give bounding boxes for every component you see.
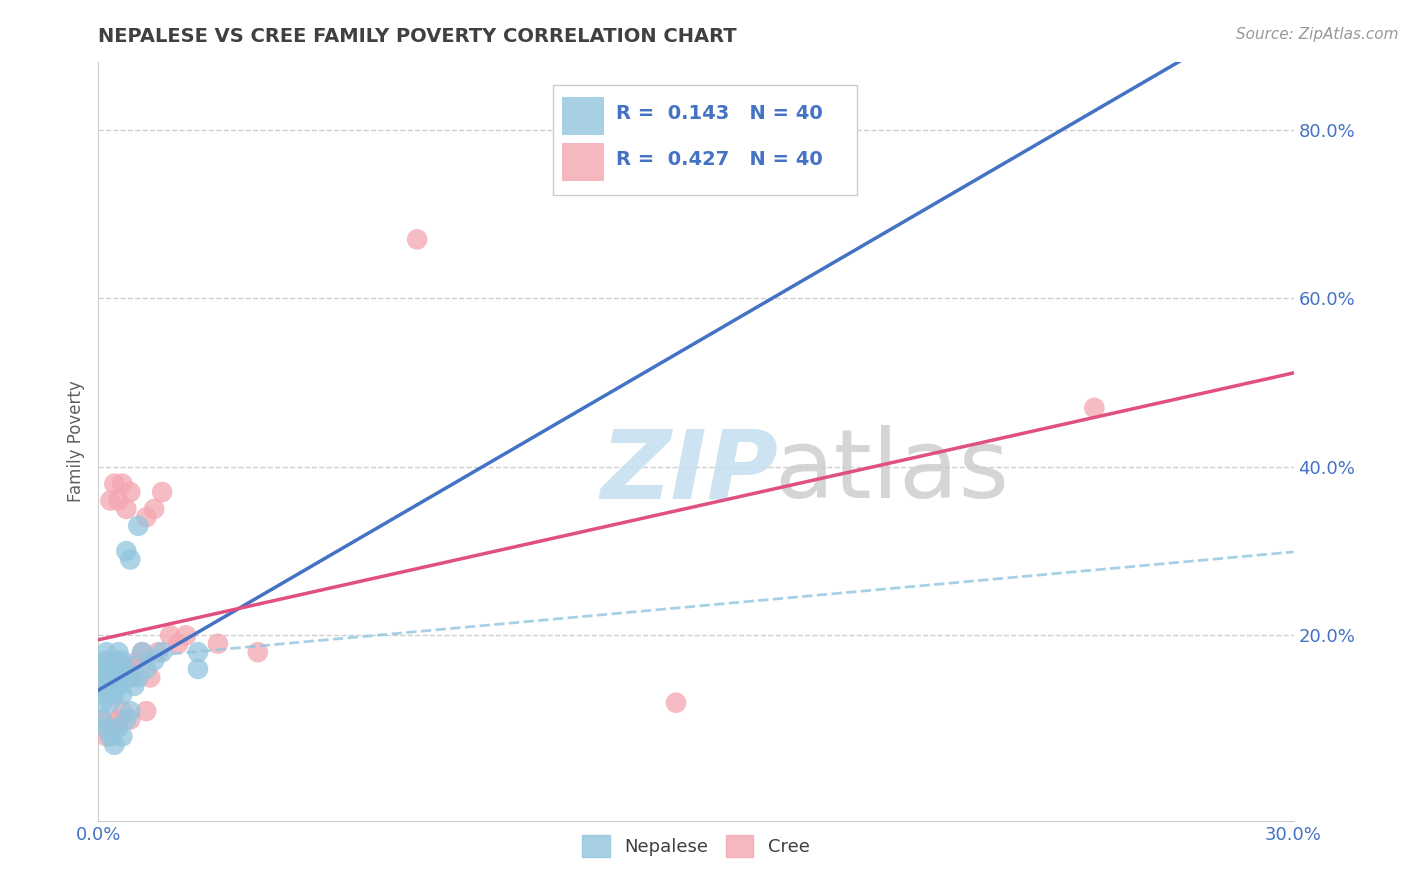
Point [96, 730, 118, 744]
Point [124, 679, 146, 693]
Point [91, 713, 114, 727]
Point [1083, 401, 1105, 415]
Point [120, 670, 142, 684]
Point [91, 679, 114, 693]
Text: atlas: atlas [773, 425, 1008, 518]
Point [107, 679, 129, 693]
Point [91, 679, 114, 693]
Point [135, 662, 157, 676]
Point [91, 662, 114, 676]
Point [111, 730, 134, 744]
Point [115, 713, 138, 727]
Point [120, 670, 142, 684]
Point [127, 654, 149, 668]
Point [103, 476, 125, 491]
Point [124, 662, 146, 676]
Bar [562, 143, 605, 181]
Point [103, 738, 125, 752]
Point [115, 544, 138, 558]
Point [174, 628, 197, 642]
Point [98, 679, 122, 693]
Point [131, 645, 153, 659]
Point [96, 654, 118, 668]
Point [120, 704, 142, 718]
Legend: Nepalese, Cree: Nepalese, Cree [575, 828, 817, 864]
Point [103, 670, 125, 684]
Point [120, 713, 142, 727]
Point [111, 670, 134, 684]
Point [96, 645, 118, 659]
Point [143, 654, 166, 668]
Point [127, 518, 149, 533]
Point [91, 670, 114, 684]
Point [107, 645, 129, 659]
Point [98, 721, 122, 735]
Point [159, 628, 181, 642]
Text: Source: ZipAtlas.com: Source: ZipAtlas.com [1236, 27, 1399, 42]
Point [127, 670, 149, 684]
Point [187, 645, 209, 659]
Point [103, 687, 125, 701]
Point [107, 654, 129, 668]
Point [103, 654, 125, 668]
Y-axis label: Family Poverty: Family Poverty [66, 381, 84, 502]
Point [107, 721, 129, 735]
Text: R =  0.143   N = 40: R = 0.143 N = 40 [616, 104, 823, 123]
Point [91, 696, 114, 710]
Point [107, 662, 129, 676]
Point [96, 721, 118, 735]
Text: ZIP: ZIP [600, 425, 779, 518]
Point [131, 645, 153, 659]
Point [111, 670, 134, 684]
Point [135, 704, 157, 718]
Point [143, 502, 166, 516]
Point [150, 645, 173, 659]
Point [98, 730, 122, 744]
Point [406, 232, 429, 246]
Point [96, 687, 118, 701]
Point [91, 713, 114, 727]
Point [103, 670, 125, 684]
Point [148, 645, 170, 659]
Point [115, 662, 138, 676]
Point [107, 493, 129, 508]
Bar [562, 97, 605, 136]
Point [115, 502, 138, 516]
Point [96, 654, 118, 668]
Text: R =  0.427   N = 40: R = 0.427 N = 40 [616, 150, 823, 169]
Point [98, 662, 122, 676]
Point [167, 637, 190, 651]
Point [139, 670, 162, 684]
Point [111, 654, 134, 668]
Point [665, 696, 688, 710]
Point [150, 485, 173, 500]
Point [207, 637, 229, 651]
Point [111, 476, 134, 491]
Point [115, 662, 138, 676]
Point [120, 485, 142, 500]
Point [187, 662, 209, 676]
Point [98, 493, 122, 508]
Point [98, 662, 122, 676]
Point [111, 704, 134, 718]
Point [246, 645, 269, 659]
Text: NEPALESE VS CREE FAMILY POVERTY CORRELATION CHART: NEPALESE VS CREE FAMILY POVERTY CORRELAT… [98, 27, 737, 45]
FancyBboxPatch shape [553, 85, 858, 195]
Point [98, 696, 122, 710]
Point [111, 687, 134, 701]
Point [135, 510, 157, 524]
Point [96, 670, 118, 684]
Point [103, 721, 125, 735]
Point [96, 670, 118, 684]
Point [107, 713, 129, 727]
Point [120, 552, 142, 566]
